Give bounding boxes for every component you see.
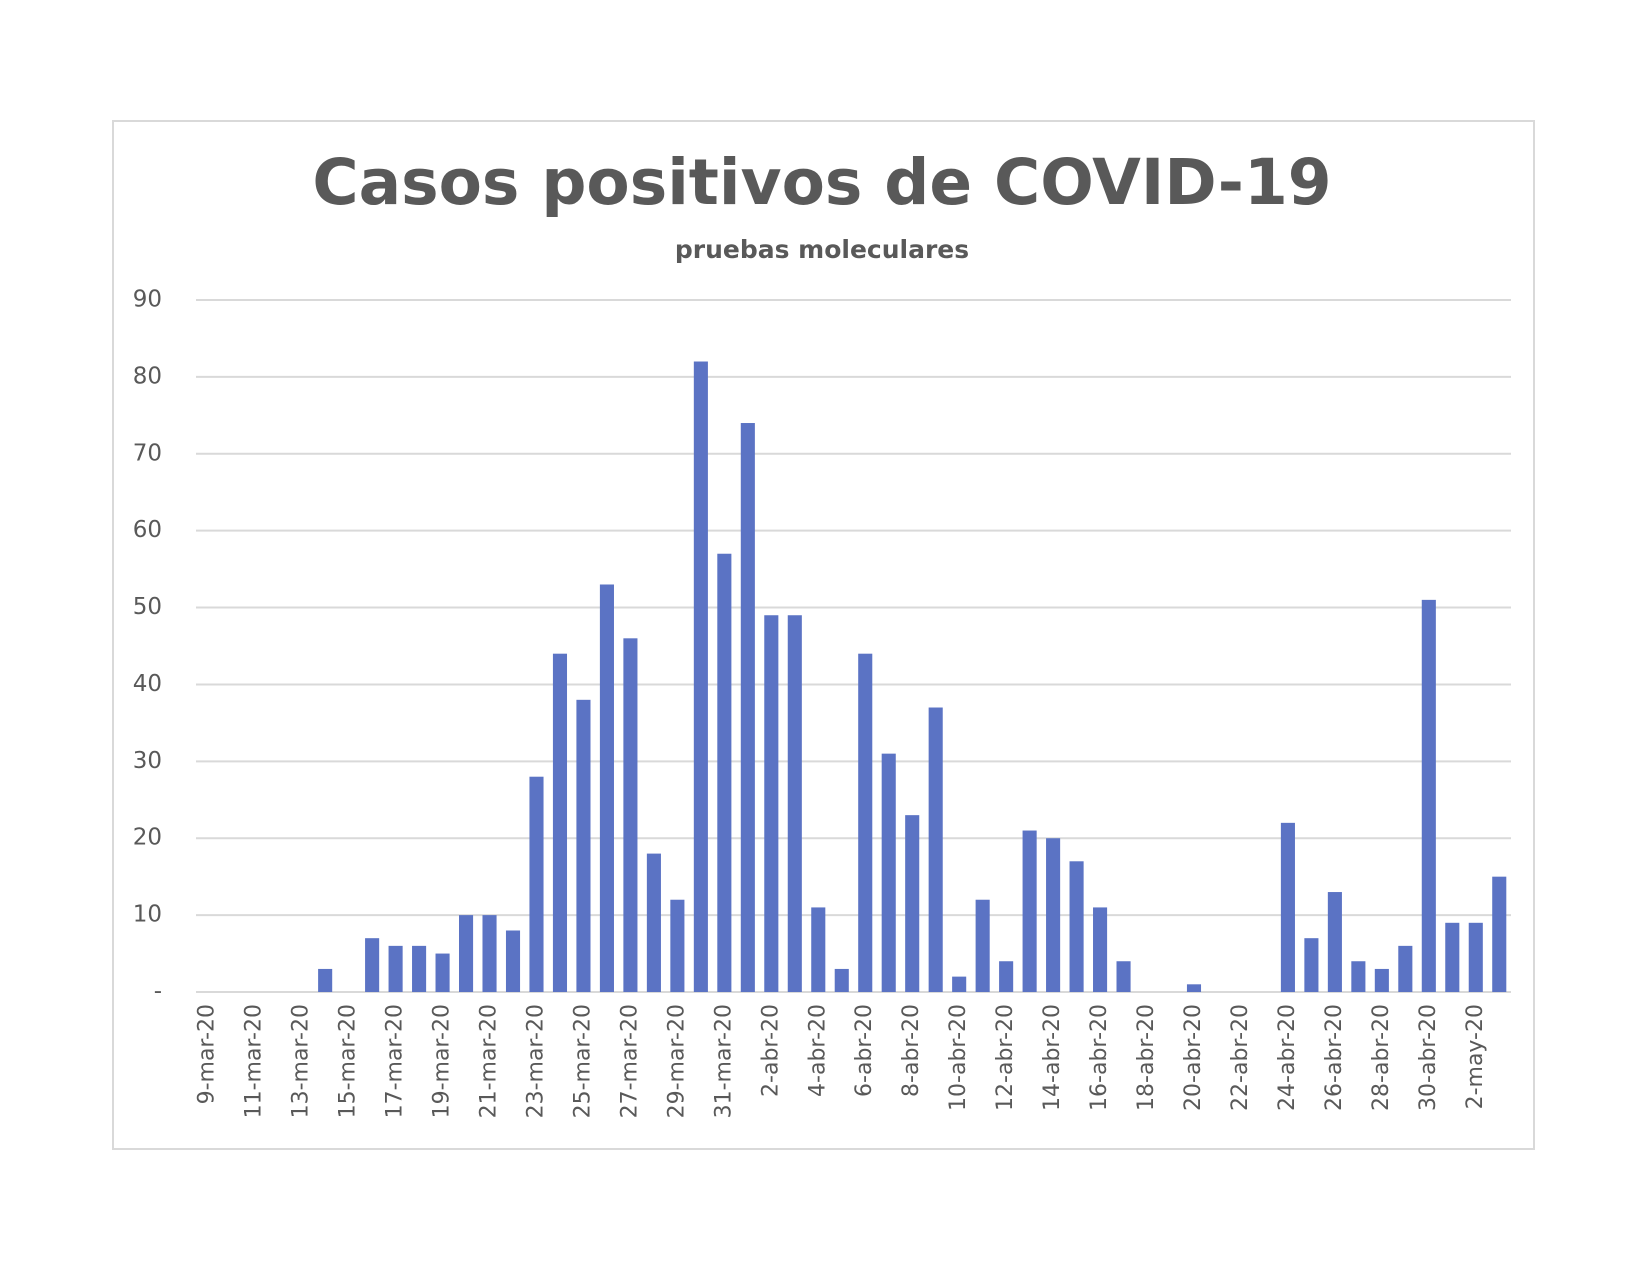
chart-frame <box>112 120 1535 1150</box>
y-tick-label: 80 <box>133 363 162 389</box>
y-tick-label: 90 <box>133 287 162 313</box>
x-tick-label: 16-abr-20 <box>1087 1004 1112 1111</box>
bar <box>717 553 732 992</box>
x-tick-label: 12-abr-20 <box>993 1004 1018 1111</box>
bar <box>505 930 521 992</box>
bar <box>459 915 474 992</box>
y-tick-label: 30 <box>133 748 162 774</box>
bar <box>318 968 333 992</box>
bar <box>623 638 638 992</box>
bar <box>764 615 779 992</box>
x-tick-label: 10-abr-20 <box>946 1004 971 1111</box>
x-tick-label: 15-mar-20 <box>336 1004 361 1118</box>
x-tick-label: 13-mar-20 <box>289 1004 314 1118</box>
bar <box>811 907 826 992</box>
y-tick-label: 50 <box>133 594 162 620</box>
bar <box>952 976 967 992</box>
bar <box>365 938 380 992</box>
x-tick-label: 31-mar-20 <box>711 1004 736 1118</box>
bar <box>412 945 427 992</box>
x-tick-label: 26-abr-20 <box>1322 1004 1347 1111</box>
bar <box>1116 961 1131 992</box>
bar <box>905 815 920 992</box>
x-tick-label: 8-abr-20 <box>899 1004 924 1097</box>
y-tick-label: 10 <box>133 902 162 928</box>
x-tick-label: 24-abr-20 <box>1275 1004 1300 1111</box>
x-tick-label: 4-abr-20 <box>805 1004 830 1097</box>
x-tick-label: 21-mar-20 <box>477 1004 502 1118</box>
bar <box>1186 984 1202 992</box>
x-tick-label: 11-mar-20 <box>242 1004 267 1118</box>
x-tick-label: 2-abr-20 <box>758 1004 783 1097</box>
x-tick-label: 14-abr-20 <box>1040 1004 1065 1111</box>
x-tick-label: 6-abr-20 <box>852 1004 877 1097</box>
bar <box>576 699 591 992</box>
bar <box>599 584 614 992</box>
bar <box>787 615 802 992</box>
x-tick-label: 25-mar-20 <box>570 1004 595 1118</box>
bar <box>858 653 873 992</box>
bar <box>1468 922 1483 992</box>
bar <box>881 753 896 992</box>
bar <box>928 707 943 992</box>
x-tick-label: 28-abr-20 <box>1369 1004 1394 1111</box>
x-tick-label: 2-may-20 <box>1463 1004 1488 1109</box>
y-tick-label: 60 <box>133 517 162 543</box>
bar <box>693 361 708 992</box>
chart-title: Casos positivos de COVID-19 <box>312 146 1331 219</box>
bar <box>435 953 450 992</box>
bar <box>482 915 497 992</box>
bar <box>834 968 849 992</box>
x-tick-label: 27-mar-20 <box>617 1004 642 1118</box>
bar <box>1280 822 1295 992</box>
y-tick-label: 20 <box>133 825 162 851</box>
bar <box>975 899 990 992</box>
bar <box>1046 838 1061 992</box>
bar <box>529 776 544 992</box>
x-tick-label: 18-abr-20 <box>1134 1004 1159 1111</box>
bar <box>388 945 403 992</box>
bar <box>1421 599 1436 992</box>
bar <box>1492 876 1507 992</box>
bar <box>1304 938 1319 992</box>
bar <box>670 899 685 992</box>
bar <box>1445 922 1460 992</box>
x-tick-label: 9-mar-20 <box>195 1004 220 1104</box>
x-tick-label: 20-abr-20 <box>1181 1004 1206 1111</box>
bar <box>740 423 755 992</box>
x-tick-label: 29-mar-20 <box>664 1004 689 1118</box>
x-tick-label: 19-mar-20 <box>430 1004 455 1118</box>
y-tick-label: 70 <box>133 440 162 466</box>
bar <box>1093 907 1108 992</box>
y-tick-label: 40 <box>133 671 162 697</box>
bar <box>552 653 568 992</box>
bar <box>1374 968 1389 992</box>
x-tick-label: 22-abr-20 <box>1228 1004 1253 1111</box>
bar <box>1398 945 1413 992</box>
y-tick-label: - <box>154 979 162 1005</box>
bar <box>1351 961 1366 992</box>
bar <box>999 961 1014 992</box>
bar <box>1022 830 1037 992</box>
x-tick-label: 30-abr-20 <box>1416 1004 1441 1111</box>
bar <box>1069 861 1084 992</box>
bar <box>1327 892 1342 992</box>
bar <box>646 853 661 992</box>
x-tick-label: 23-mar-20 <box>523 1004 548 1118</box>
chart-subtitle: pruebas moleculares <box>675 235 969 264</box>
x-tick-label: 17-mar-20 <box>383 1004 408 1118</box>
